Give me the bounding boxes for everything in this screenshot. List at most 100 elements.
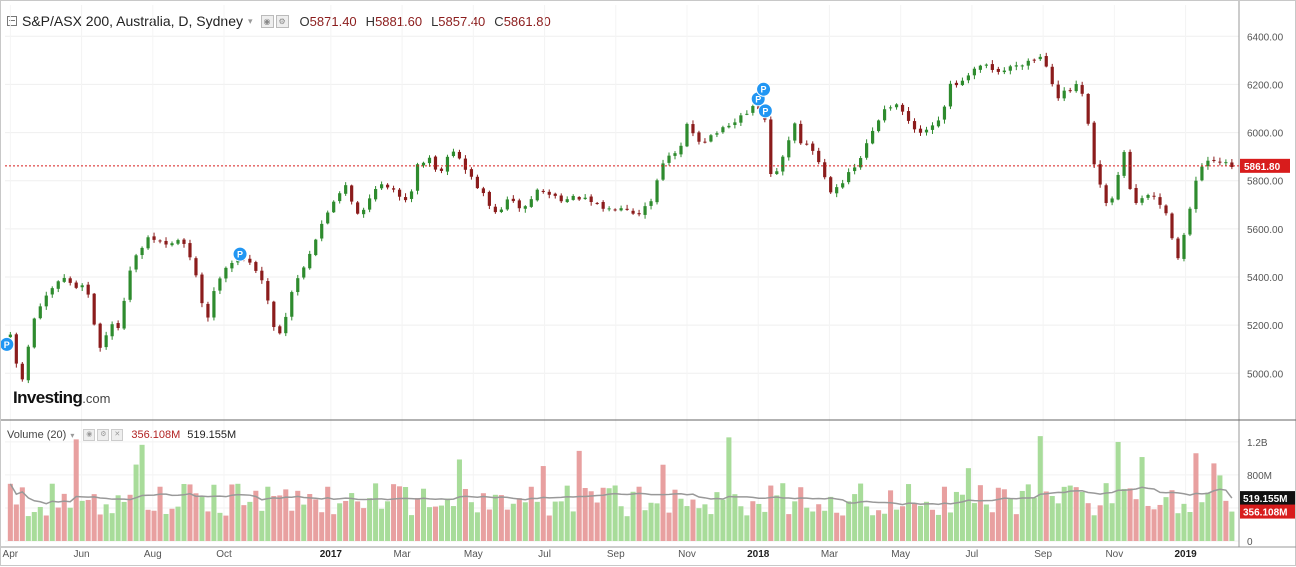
- volume-bar: [983, 504, 989, 541]
- volume-bar: [906, 484, 912, 541]
- volume-bar: [558, 501, 564, 541]
- x-tick-label: Oct: [216, 549, 232, 560]
- volume-bar: [989, 512, 995, 541]
- candle-body: [1092, 122, 1096, 165]
- volume-bar: [900, 506, 906, 541]
- volume-bar: [265, 486, 271, 541]
- candle-body: [1104, 185, 1108, 204]
- candle-body: [1134, 187, 1138, 204]
- candle-body: [206, 303, 210, 318]
- volume-bar: [301, 504, 307, 541]
- x-tick-label: May: [891, 549, 910, 560]
- candle-body: [409, 191, 414, 199]
- candle-body: [74, 282, 78, 288]
- volume-bar: [947, 512, 953, 541]
- volume-bar: [1145, 505, 1151, 541]
- candle-body: [733, 122, 737, 126]
- candle-body: [439, 168, 444, 171]
- volume-bar: [696, 508, 702, 541]
- eye-icon[interactable]: ◉: [260, 14, 274, 28]
- high-value: 5881.60: [375, 13, 423, 29]
- volume-bar: [145, 509, 151, 541]
- volume-title[interactable]: Volume (20): [7, 429, 67, 441]
- candle-body: [661, 163, 665, 180]
- candle-body: [98, 323, 102, 348]
- close-value: 5861.80: [503, 13, 551, 29]
- close-icon[interactable]: ✕: [111, 429, 124, 441]
- volume-bar: [846, 501, 852, 541]
- volume-bar: [582, 488, 588, 541]
- candle-body: [50, 288, 54, 295]
- chart-header: S&P/ASX 200, Australia, D, Sydney ▾ ◉ ⚙ …: [7, 12, 551, 30]
- candle-body: [505, 199, 509, 210]
- volume-bar: [337, 503, 343, 541]
- candle-body: [1044, 56, 1048, 67]
- logo-sub: .com: [82, 391, 111, 406]
- volume-bar: [127, 494, 133, 541]
- volume-bar: [600, 487, 606, 541]
- candle-body: [667, 155, 671, 163]
- volume-bar: [816, 504, 822, 541]
- candle-body: [1074, 84, 1078, 92]
- candle-body: [529, 199, 533, 207]
- volume-bar: [510, 503, 516, 541]
- volume-bar: [1121, 488, 1127, 541]
- candle-body: [739, 115, 743, 123]
- candle-body: [948, 83, 953, 107]
- candle-body: [391, 188, 396, 190]
- candle-body: [685, 123, 689, 147]
- candle-body: [1002, 70, 1006, 73]
- volume-bar: [917, 505, 924, 541]
- candle-body: [709, 135, 713, 142]
- volume-bar: [157, 486, 163, 541]
- volume-bar: [720, 499, 726, 541]
- volume-bar: [684, 506, 690, 541]
- chevron-down-icon[interactable]: ▾: [248, 15, 253, 26]
- event-marker: [232, 246, 248, 262]
- volume-bar: [91, 494, 97, 541]
- candle-body: [1146, 195, 1150, 198]
- settings-icon[interactable]: ⚙: [97, 429, 110, 441]
- volume-bar: [313, 499, 319, 541]
- volume-tick-label: 0: [1247, 537, 1253, 548]
- volume-bar: [534, 501, 540, 541]
- candle-body: [128, 270, 132, 300]
- candle-body: [631, 210, 635, 214]
- volume-bar: [121, 501, 127, 541]
- collapse-icon[interactable]: [7, 16, 17, 26]
- volume-bar: [1223, 500, 1229, 541]
- candle-body: [152, 236, 156, 240]
- volume-bar: [1199, 502, 1205, 541]
- candle-body: [1164, 205, 1168, 214]
- y-tick-label: 5600.00: [1247, 225, 1284, 236]
- volume-bar: [648, 502, 654, 541]
- symbol-title[interactable]: S&P/ASX 200, Australia, D, Sydney: [22, 13, 244, 29]
- candle-body: [56, 281, 60, 289]
- volume-bar: [373, 483, 379, 541]
- investing-logo: Investing.com: [13, 388, 110, 408]
- candle-body: [1008, 66, 1012, 71]
- chevron-down-icon[interactable]: ▾: [70, 430, 75, 440]
- eye-icon[interactable]: ◉: [83, 429, 96, 441]
- candle-body: [362, 209, 366, 215]
- candle-body: [397, 189, 402, 197]
- candle-body: [900, 104, 905, 112]
- logo-main: Investing: [13, 388, 83, 407]
- volume-bar: [864, 506, 870, 541]
- candle-body: [601, 202, 605, 209]
- volume-header: Volume (20) ▾ ◉ ⚙ ✕ 356.108M 519.155M: [7, 428, 236, 442]
- candle-body: [942, 106, 947, 120]
- candle-body: [583, 197, 587, 199]
- volume-bar: [169, 508, 175, 541]
- y-tick-label: 6200.00: [1247, 80, 1284, 91]
- volume-bar: [1163, 497, 1169, 541]
- settings-icon[interactable]: ⚙: [275, 14, 289, 28]
- volume-bar: [1019, 490, 1025, 541]
- candle-body: [1128, 151, 1132, 189]
- candle-body: [954, 82, 959, 86]
- candle-body: [182, 239, 186, 244]
- candle-body: [571, 195, 575, 200]
- candle-body: [469, 169, 474, 177]
